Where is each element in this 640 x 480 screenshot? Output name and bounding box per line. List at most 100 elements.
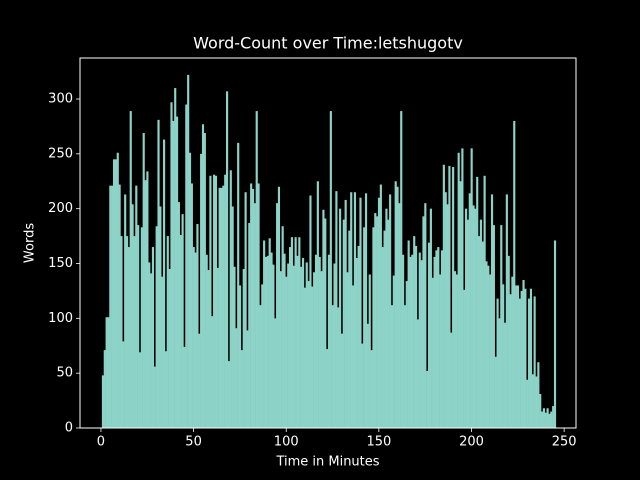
bar xyxy=(483,175,486,428)
bar xyxy=(157,119,160,429)
bar xyxy=(214,175,218,428)
bar xyxy=(301,258,305,428)
x-tick-label: 250 xyxy=(552,435,577,450)
bar xyxy=(326,349,329,428)
bar xyxy=(166,236,169,428)
y-tick-label: 0 xyxy=(65,421,73,436)
bar xyxy=(294,237,297,428)
bar xyxy=(502,284,505,428)
bar xyxy=(261,284,264,428)
bar xyxy=(553,240,557,428)
bar xyxy=(203,133,206,428)
bar xyxy=(544,412,547,428)
bar xyxy=(552,406,555,428)
bar xyxy=(550,411,553,428)
bar xyxy=(250,183,253,428)
bar xyxy=(181,214,184,428)
bar xyxy=(163,139,166,428)
bar xyxy=(311,286,314,428)
bar xyxy=(320,271,323,428)
bar xyxy=(346,272,349,428)
bar xyxy=(500,225,503,428)
bar xyxy=(372,227,375,428)
bar xyxy=(283,253,286,428)
bar xyxy=(272,264,275,428)
bar xyxy=(511,276,514,428)
bar xyxy=(442,164,445,428)
bar xyxy=(155,226,158,428)
bar xyxy=(240,350,243,428)
bar xyxy=(453,271,457,428)
bar xyxy=(305,262,308,428)
bar xyxy=(461,148,464,429)
bar xyxy=(274,318,277,428)
bar xyxy=(422,216,425,428)
bar xyxy=(107,317,110,428)
bar xyxy=(424,203,427,428)
bar xyxy=(144,180,147,428)
bar xyxy=(174,88,177,428)
bar xyxy=(518,298,521,428)
bar xyxy=(172,120,175,429)
bar xyxy=(229,170,232,428)
bar xyxy=(231,206,234,428)
bar xyxy=(420,260,423,428)
bar xyxy=(142,133,145,428)
bar xyxy=(520,290,523,428)
y-axis-label: Words xyxy=(23,223,38,263)
bar xyxy=(148,262,151,428)
bar xyxy=(244,192,247,428)
bar xyxy=(109,185,112,428)
bar xyxy=(170,102,173,428)
bar xyxy=(505,194,508,428)
bar xyxy=(270,252,273,428)
bar xyxy=(351,285,355,428)
bar xyxy=(427,242,431,428)
bar xyxy=(246,330,249,428)
bar xyxy=(118,184,121,428)
bar xyxy=(248,222,251,428)
bar xyxy=(385,208,388,428)
bar xyxy=(153,366,156,428)
bar xyxy=(318,256,321,428)
bar xyxy=(433,256,436,428)
bar xyxy=(288,247,292,428)
bar xyxy=(316,181,319,428)
bar xyxy=(463,289,466,428)
bar xyxy=(196,224,199,428)
bar xyxy=(355,258,358,428)
bar xyxy=(407,240,410,428)
bar xyxy=(468,193,471,428)
bar xyxy=(459,181,462,428)
bar xyxy=(179,234,182,428)
bar xyxy=(531,374,534,428)
x-tick-label: 200 xyxy=(459,435,484,450)
bar xyxy=(213,174,216,428)
bar xyxy=(528,298,531,428)
bar xyxy=(370,350,373,428)
bar xyxy=(314,254,318,428)
bar xyxy=(457,152,460,428)
bar xyxy=(233,266,236,428)
bar xyxy=(477,236,481,428)
bar xyxy=(279,271,282,428)
bar xyxy=(159,206,162,428)
bar xyxy=(337,307,340,428)
bar xyxy=(281,226,284,428)
bar xyxy=(439,274,442,428)
bar xyxy=(251,188,255,428)
bar xyxy=(546,408,549,428)
bar xyxy=(133,236,136,428)
bar xyxy=(131,204,134,428)
bar xyxy=(465,208,468,428)
bar xyxy=(513,120,516,429)
bar xyxy=(455,274,458,428)
bar xyxy=(392,275,395,428)
bar xyxy=(431,277,434,428)
bar xyxy=(398,203,401,428)
bar xyxy=(474,208,477,428)
bar xyxy=(333,263,336,428)
bar xyxy=(114,159,117,428)
bar xyxy=(207,270,210,428)
